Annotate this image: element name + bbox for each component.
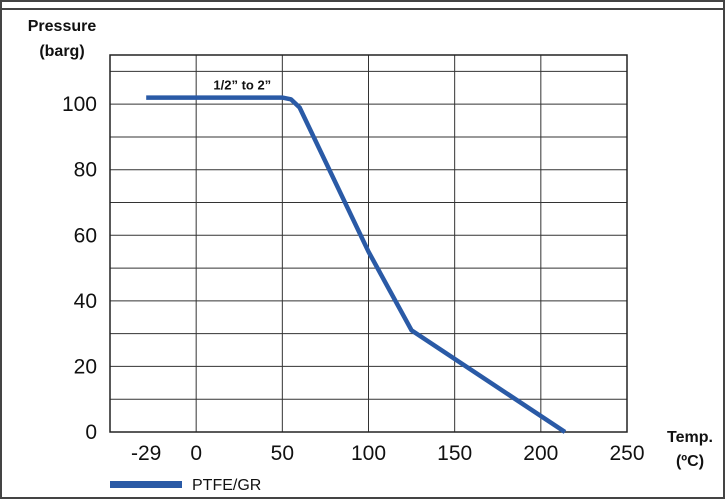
- x-tick-label-0: 0: [190, 442, 202, 465]
- x-tick-label-50: 50: [271, 442, 294, 465]
- plot-area-border: [109, 54, 628, 433]
- chart-frame: [0, 10, 725, 499]
- series: [146, 95, 567, 434]
- x-tick-label--29: -29: [131, 442, 161, 465]
- y-tick-labels: 0 20 40 60 80 100: [62, 93, 97, 444]
- y-tick-label-0: 0: [85, 421, 97, 444]
- y-tick-label-40: 40: [74, 290, 97, 313]
- annotations: 1/2” to 2”: [213, 77, 271, 92]
- y-tick-label-80: 80: [74, 159, 97, 182]
- y-tick-label-100: 100: [62, 93, 97, 116]
- legend-label: PTFE/GR: [192, 477, 261, 494]
- y-tick-label-60: 60: [74, 224, 97, 247]
- legend-swatch: [110, 481, 182, 488]
- x-tick-label-200: 200: [523, 442, 558, 465]
- annotation-0: 1/2” to 2”: [213, 77, 271, 92]
- y-tick-label-20: 20: [74, 355, 97, 378]
- y-axis-title-line-2: (barg): [39, 43, 84, 60]
- series-line-0: [146, 95, 567, 434]
- grid: [110, 55, 628, 433]
- x-axis-title-line-2: (ºC): [676, 453, 704, 470]
- top-frame-strip: [0, 0, 725, 10]
- x-tick-labels: -29 0 50 100 150 200 250: [131, 442, 645, 465]
- x-axis-title-line-1: Temp.: [667, 429, 713, 446]
- x-tick-label-250: 250: [609, 442, 644, 465]
- x-tick-label-150: 150: [437, 442, 472, 465]
- y-axis-title-line-1: Pressure: [28, 18, 97, 35]
- x-tick-label-100: 100: [351, 442, 386, 465]
